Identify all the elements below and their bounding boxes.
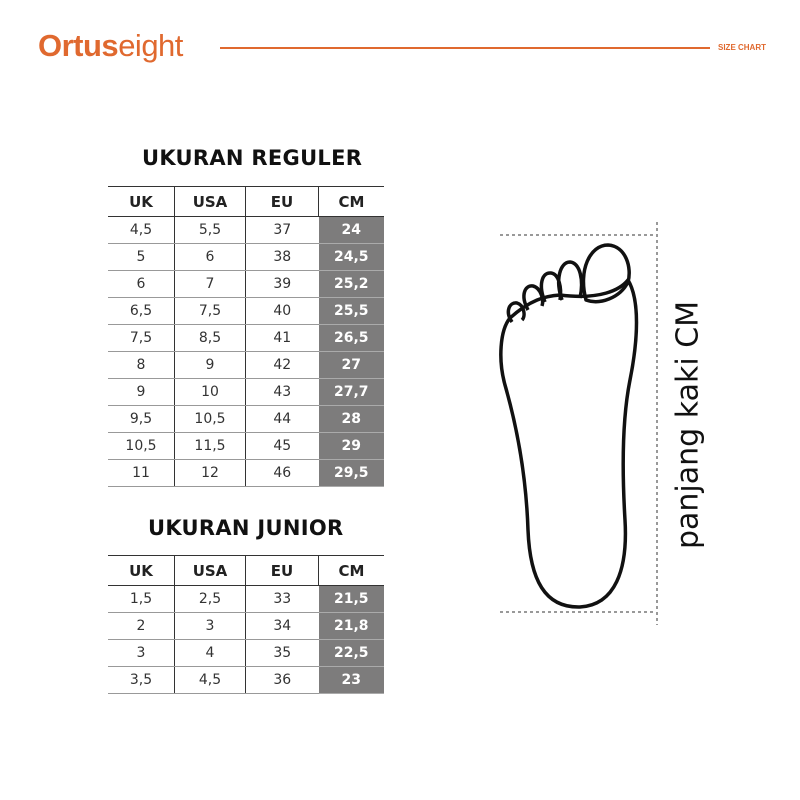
table-row: 2 3 34 21,8 — [108, 612, 384, 640]
table-row: 9 10 43 27,7 — [108, 378, 384, 406]
cell-cm: 27,7 — [318, 378, 384, 406]
cell-usa: 11,5 — [174, 432, 246, 460]
cell-eu: 35 — [245, 639, 319, 667]
cell-usa: 12 — [174, 459, 246, 487]
brand-light: eight — [118, 28, 183, 63]
table-row: 8 9 42 27 — [108, 351, 384, 379]
cell-eu: 38 — [245, 243, 319, 271]
regular-title: UKURAN REGULER — [142, 146, 363, 170]
cell-cm: 24,5 — [318, 243, 384, 271]
cell-cm: 21,8 — [318, 612, 384, 640]
section-label: SIZE CHART — [718, 43, 766, 52]
cell-usa: 3 — [174, 612, 246, 640]
junior-size-table: UK USA EU CM 1,5 2,5 33 21,5 2 3 34 21,8 3 4 35 22,5 3,5… — [108, 555, 384, 694]
table-row: 9,5 10,5 44 28 — [108, 405, 384, 433]
table-row: 5 6 38 24,5 — [108, 243, 384, 271]
cell-usa: 10 — [174, 378, 246, 406]
cell-usa: 8,5 — [174, 324, 246, 352]
table-row: 6,5 7,5 40 25,5 — [108, 297, 384, 325]
column-header-usa: USA — [174, 186, 246, 217]
cell-uk: 5 — [108, 243, 175, 271]
cell-usa: 9 — [174, 351, 246, 379]
cell-usa: 5,5 — [174, 216, 246, 244]
table-row: 6 7 39 25,2 — [108, 270, 384, 298]
cell-cm: 22,5 — [318, 639, 384, 667]
table-row: 3,5 4,5 36 23 — [108, 666, 384, 694]
table-row: 10,5 11,5 45 29 — [108, 432, 384, 460]
cell-uk: 10,5 — [108, 432, 175, 460]
cell-usa: 4 — [174, 639, 246, 667]
column-header-eu: EU — [245, 186, 319, 217]
cell-uk: 3,5 — [108, 666, 175, 694]
cell-uk: 7,5 — [108, 324, 175, 352]
foot-length-label: panjang kaki CM — [670, 300, 706, 550]
cell-eu: 37 — [245, 216, 319, 244]
cell-uk: 11 — [108, 459, 175, 487]
brand-bold: Ortus — [38, 28, 119, 63]
cell-cm: 25,2 — [318, 270, 384, 298]
cell-uk: 2 — [108, 612, 175, 640]
column-header-usa: USA — [174, 555, 246, 586]
cell-cm: 25,5 — [318, 297, 384, 325]
cell-eu: 41 — [245, 324, 319, 352]
cell-uk: 4,5 — [108, 216, 175, 244]
cell-eu: 40 — [245, 297, 319, 325]
cell-usa: 7,5 — [174, 297, 246, 325]
column-header-uk: UK — [108, 186, 175, 217]
cell-cm: 27 — [318, 351, 384, 379]
cell-cm: 29 — [318, 432, 384, 460]
cell-usa: 4,5 — [174, 666, 246, 694]
table-row: 3 4 35 22,5 — [108, 639, 384, 667]
cell-eu: 44 — [245, 405, 319, 433]
cell-eu: 42 — [245, 351, 319, 379]
cell-eu: 45 — [245, 432, 319, 460]
measure-guides — [500, 222, 658, 625]
regular-size-table: UK USA EU CM 4,5 5,5 37 24 5 6 38 24,5 6 7 39 25,2 6,5 7,… — [108, 186, 384, 487]
cell-uk: 6,5 — [108, 297, 175, 325]
column-header-cm: CM — [318, 186, 384, 217]
cell-cm: 28 — [318, 405, 384, 433]
cell-uk: 8 — [108, 351, 175, 379]
table-row: 1,5 2,5 33 21,5 — [108, 585, 384, 613]
cell-uk: 9,5 — [108, 405, 175, 433]
cell-eu: 33 — [245, 585, 319, 613]
cell-eu: 46 — [245, 459, 319, 487]
table-row: 7,5 8,5 41 26,5 — [108, 324, 384, 352]
column-header-eu: EU — [245, 555, 319, 586]
cell-cm: 26,5 — [318, 324, 384, 352]
cell-uk: 6 — [108, 270, 175, 298]
header-divider — [220, 47, 710, 49]
foot-outline-icon — [499, 243, 639, 609]
cell-cm: 29,5 — [318, 459, 384, 487]
brand-logo: Ortuseight — [38, 28, 183, 64]
cell-uk: 1,5 — [108, 585, 175, 613]
cell-cm: 23 — [318, 666, 384, 694]
cell-usa: 7 — [174, 270, 246, 298]
cell-uk: 9 — [108, 378, 175, 406]
cell-cm: 21,5 — [318, 585, 384, 613]
table-row: 4,5 5,5 37 24 — [108, 216, 384, 244]
cell-usa: 2,5 — [174, 585, 246, 613]
cell-usa: 6 — [174, 243, 246, 271]
cell-usa: 10,5 — [174, 405, 246, 433]
table-row: 11 12 46 29,5 — [108, 459, 384, 487]
cell-eu: 34 — [245, 612, 319, 640]
junior-title: UKURAN JUNIOR — [148, 516, 344, 540]
column-header-uk: UK — [108, 555, 175, 586]
column-header-cm: CM — [318, 555, 384, 586]
cell-eu: 36 — [245, 666, 319, 694]
cell-cm: 24 — [318, 216, 384, 244]
cell-eu: 39 — [245, 270, 319, 298]
cell-uk: 3 — [108, 639, 175, 667]
cell-eu: 43 — [245, 378, 319, 406]
